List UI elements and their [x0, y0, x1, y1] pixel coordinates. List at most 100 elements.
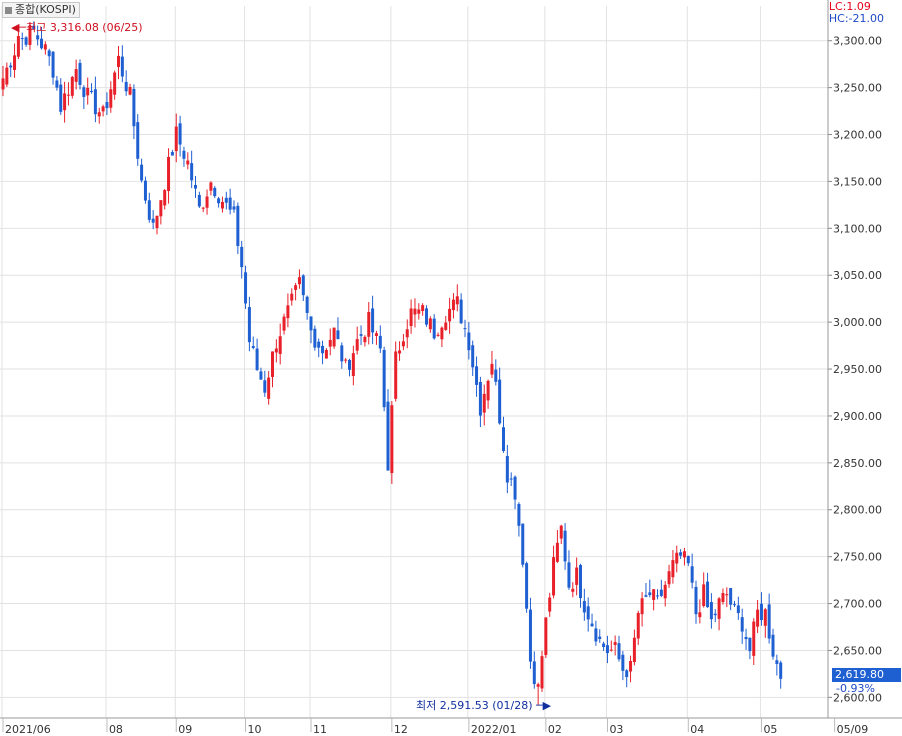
- candle-body: [682, 551, 686, 558]
- candle-body: [274, 348, 278, 353]
- candle-body: [309, 316, 313, 331]
- candle-body: [301, 275, 305, 296]
- candle-body: [671, 560, 675, 578]
- candle-body: [143, 180, 147, 201]
- candle-body: [563, 530, 567, 562]
- candle-body: [509, 478, 513, 480]
- candle-body: [405, 329, 409, 338]
- candle-body: [209, 182, 213, 191]
- candle-body: [713, 613, 717, 616]
- candle-body: [440, 327, 444, 340]
- candle-body: [16, 36, 20, 57]
- candle-body: [717, 598, 721, 619]
- candle-body: [571, 588, 575, 592]
- high-label: 최고 3,316.08 (06/25): [26, 21, 143, 34]
- candle-body: [552, 557, 556, 596]
- candle-body: [582, 601, 586, 613]
- candle-body: [344, 359, 348, 361]
- x-tick-label: 12: [394, 723, 408, 736]
- y-tick-label: 2,700.00: [833, 598, 882, 611]
- candle-body: [282, 316, 286, 331]
- candle-body: [232, 206, 236, 210]
- candle-body: [459, 299, 463, 324]
- candle-body: [555, 542, 559, 562]
- candle-body: [313, 328, 317, 348]
- candle-body: [40, 38, 43, 49]
- candle-body: [721, 593, 725, 603]
- symbol-legend[interactable]: 종합(KOSPI): [2, 2, 80, 18]
- candle-body: [532, 661, 536, 685]
- candle-body: [428, 318, 432, 330]
- candle-body: [28, 25, 32, 45]
- candle-body: [432, 318, 436, 339]
- last-change: -0.93%: [836, 682, 875, 695]
- candle-body: [109, 89, 113, 108]
- x-tick-label: 05: [763, 723, 777, 736]
- candle-body: [425, 308, 428, 325]
- candle-body: [409, 308, 413, 327]
- x-tick-label: 11: [313, 723, 327, 736]
- candle-body: [290, 293, 294, 301]
- candle-body: [536, 684, 540, 687]
- candle-body: [567, 562, 571, 588]
- candle-body: [394, 351, 398, 399]
- candle-body: [78, 63, 82, 85]
- symbol-label: 종합(KOSPI): [15, 3, 76, 16]
- candle-body: [286, 305, 290, 319]
- candle-body: [355, 339, 359, 351]
- x-tick-label: 2021/06: [5, 723, 51, 736]
- candle-body: [544, 617, 548, 655]
- candle-body: [652, 589, 656, 600]
- candle-body: [706, 581, 710, 608]
- candle-body: [413, 308, 417, 315]
- candle-body: [374, 333, 378, 336]
- candle-body: [648, 592, 652, 596]
- candle-body: [43, 44, 47, 50]
- x-tick-label: 02: [548, 723, 562, 736]
- candle-body: [659, 589, 663, 596]
- candle-body: [378, 335, 382, 349]
- candle-body: [463, 328, 467, 330]
- candle-body: [324, 349, 328, 359]
- candle-body: [163, 190, 167, 206]
- candle-body: [690, 566, 694, 583]
- candle-body: [421, 305, 425, 312]
- candle-body: [759, 603, 763, 621]
- candle-body: [194, 185, 197, 189]
- candle-body: [20, 38, 24, 40]
- left-arrow-icon: ◀─: [11, 21, 27, 34]
- candle-body: [629, 660, 633, 672]
- x-tick-label: 09: [178, 723, 192, 736]
- candle-body: [244, 272, 248, 304]
- candle-body: [97, 112, 101, 117]
- candle-body: [517, 503, 521, 526]
- y-tick-label: 3,300.00: [833, 35, 882, 48]
- candle-body: [640, 598, 644, 615]
- candle-body: [267, 377, 271, 399]
- candle-body: [1, 78, 5, 90]
- collapse-square-icon[interactable]: [5, 6, 12, 14]
- candle-body: [128, 86, 132, 95]
- candle-body: [136, 122, 140, 159]
- y-tick-label: 3,050.00: [833, 269, 882, 282]
- candle-body: [159, 200, 163, 217]
- hc-label: HC:-21.00: [828, 12, 884, 25]
- candle-body: [213, 187, 217, 197]
- candle-body: [767, 604, 771, 639]
- candle-body: [436, 334, 440, 336]
- candle-body: [101, 106, 105, 112]
- candle-body: [744, 636, 748, 640]
- candle-body: [371, 308, 375, 333]
- candle-body: [278, 336, 282, 354]
- candle-body: [736, 605, 740, 614]
- candle-body: [124, 81, 128, 92]
- candles: [1, 21, 783, 706]
- candle-body: [779, 662, 783, 679]
- candle-body: [348, 359, 351, 370]
- y-tick-label: 2,850.00: [833, 457, 882, 470]
- candle-body: [725, 594, 729, 596]
- candle-body: [663, 584, 667, 599]
- x-tick-label: 03: [609, 723, 623, 736]
